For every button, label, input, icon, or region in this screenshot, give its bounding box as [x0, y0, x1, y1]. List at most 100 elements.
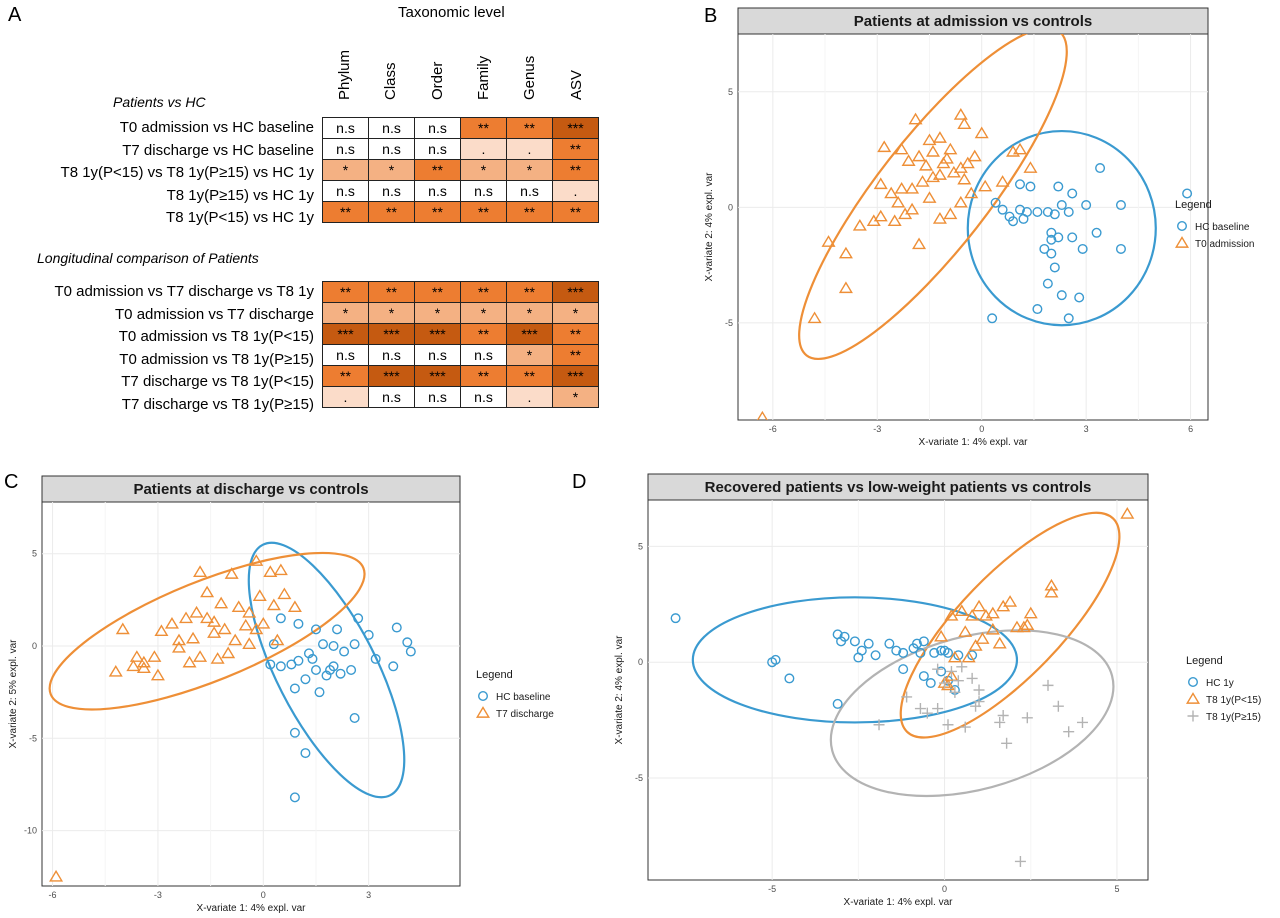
data-point [242, 605, 257, 618]
data-point [932, 703, 944, 715]
significance-cell: ** [414, 281, 461, 303]
data-point [1063, 206, 1074, 217]
data-point [1049, 262, 1060, 273]
data-point [807, 311, 822, 324]
title-strip [41, 475, 461, 503]
legend-label: T8 1y(P≥15) [1206, 712, 1261, 723]
table-row: n.s n.s n.s n.s n.s. [322, 180, 599, 202]
gridlines [42, 502, 460, 886]
data-point [150, 668, 165, 681]
significance-cell: *** [552, 365, 599, 387]
significance-cell: n.s [322, 117, 369, 139]
column-header-order: Order [428, 61, 446, 100]
table-row: ** *** *** ** ** *** [322, 365, 599, 387]
data-point [987, 313, 998, 324]
x-axis-label: X-variate 1: 4% expl. var [919, 437, 1029, 448]
chart-title: Patients at admission vs controls [854, 13, 1092, 30]
significance-cell: * [506, 302, 553, 324]
data-point [953, 195, 968, 208]
data-point [918, 671, 929, 682]
data-point [1032, 206, 1043, 217]
data-point [1042, 278, 1053, 289]
data-point [171, 640, 187, 653]
data-point [1014, 855, 1026, 867]
data-point [179, 611, 194, 624]
significance-cell: n.s [368, 117, 415, 139]
column-header-class: Class [382, 62, 400, 100]
data-point [838, 281, 853, 294]
data-point [214, 596, 229, 609]
plot-content [48, 541, 416, 882]
data-point [231, 600, 246, 613]
data-point [1081, 200, 1092, 211]
data-point [1067, 188, 1078, 199]
significance-cell: . [322, 386, 369, 408]
data-point [402, 637, 413, 648]
data-point [252, 589, 267, 601]
data-point [1021, 712, 1033, 724]
data-point [852, 218, 867, 231]
y-tick-label: 0 [638, 657, 643, 667]
significance-cell: *** [414, 323, 461, 345]
plot-area [647, 499, 1149, 881]
data-point [958, 625, 973, 637]
y-tick-label: 5 [638, 541, 643, 551]
data-point [1015, 204, 1026, 215]
significance-cell: . [506, 386, 553, 408]
x-tick-label: 6 [1188, 424, 1193, 434]
data-point [207, 615, 222, 627]
data-point [898, 647, 909, 658]
y-tick-label: -5 [635, 773, 643, 783]
data-point [884, 638, 895, 649]
data-point [370, 653, 381, 664]
data-point [954, 604, 969, 617]
row-label: T0 admission vs T8 1y(P<15) [118, 328, 314, 346]
significance-cell: * [506, 159, 553, 181]
x-tick-label: 0 [261, 890, 266, 900]
significance-cell: n.s [414, 386, 461, 408]
significance-cell: ** [460, 281, 507, 303]
data-point [972, 599, 987, 612]
data-point [349, 639, 360, 650]
confidence-ellipse [247, 541, 406, 799]
data-point [193, 565, 208, 577]
table-row: ** ** ** ** ** ** [322, 201, 599, 223]
data-point [945, 665, 957, 677]
y-tick-label: -5 [29, 733, 37, 743]
data-point [1044, 585, 1059, 598]
data-point [353, 613, 364, 624]
data-point [289, 727, 300, 738]
significance-cell: ** [414, 201, 461, 223]
significance-cell: ** [552, 201, 599, 223]
significance-cell: n.s [414, 180, 461, 202]
data-point [905, 202, 920, 215]
data-point [391, 622, 402, 633]
significance-cell: ** [506, 201, 553, 223]
significance-cell: n.s [322, 138, 369, 160]
data-point [346, 664, 357, 675]
data-point [154, 624, 169, 637]
gridlines [648, 500, 1148, 880]
x-tick-label: 0 [942, 884, 947, 894]
data-point [957, 172, 972, 185]
data-point [277, 587, 292, 600]
data-point [887, 214, 902, 227]
significance-cell: ** [506, 281, 553, 303]
data-point [891, 195, 906, 208]
significance-cell: ** [552, 159, 599, 181]
data-point [289, 792, 300, 803]
significance-cell: *** [368, 365, 415, 387]
data-point [1091, 227, 1102, 238]
confidence-ellipse [798, 34, 1068, 361]
data-point [1012, 142, 1028, 155]
data-point [49, 869, 64, 882]
y-tick-label: -5 [725, 318, 733, 328]
plot-content [670, 507, 1135, 867]
section-title: Longitudinal comparison of Patients [37, 250, 259, 266]
data-point [961, 650, 976, 663]
data-point [967, 149, 982, 162]
data-point [670, 613, 681, 624]
data-point [925, 678, 936, 689]
data-point [1032, 304, 1043, 315]
data-point [929, 647, 940, 658]
